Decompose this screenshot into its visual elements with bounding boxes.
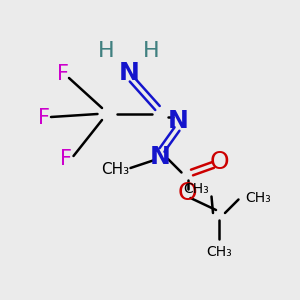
Text: O: O (178, 182, 197, 206)
Text: CH₃: CH₃ (184, 182, 209, 196)
Text: N: N (150, 146, 171, 170)
Text: CH₃: CH₃ (101, 162, 130, 177)
Text: CH₃: CH₃ (245, 191, 271, 205)
Text: F: F (38, 109, 50, 128)
Text: CH₃: CH₃ (206, 245, 232, 259)
Text: N: N (168, 110, 189, 134)
Text: F: F (60, 149, 72, 169)
Text: H: H (98, 41, 115, 61)
Text: N: N (118, 61, 140, 85)
Text: O: O (209, 150, 229, 174)
Text: F: F (57, 64, 69, 83)
Text: H: H (143, 41, 160, 61)
